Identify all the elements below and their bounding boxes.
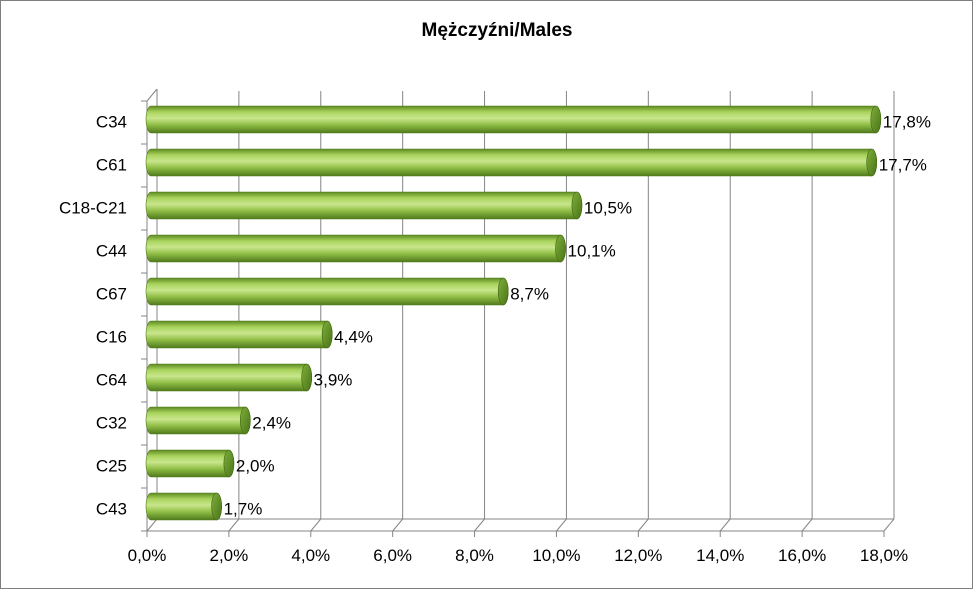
gridline-floor: [474, 518, 485, 532]
gridline-floor: [146, 518, 158, 532]
x-tick-label: 0,0%: [128, 546, 167, 565]
bar: [145, 363, 312, 392]
x-tick-label: 8,0%: [455, 546, 494, 565]
data-label: 10,5%: [584, 199, 632, 218]
x-tick-label: 12,0%: [614, 546, 662, 565]
bar: [145, 277, 509, 306]
data-label: 17,8%: [883, 113, 931, 132]
bar-end-cap: [555, 234, 566, 263]
gridline-floor: [392, 518, 404, 532]
bar: [145, 105, 882, 134]
gridline-floor: [883, 518, 895, 532]
bars: [145, 105, 882, 521]
gridline-floor: [801, 518, 813, 532]
data-label: 1,7%: [224, 500, 263, 519]
gridline-floor: [637, 518, 649, 532]
data-label: 3,9%: [314, 371, 353, 390]
y-axis-top-edge: [146, 88, 158, 102]
axes: 0,0% 2,0% 4,0% 6,0% 8,0% 10,0% 12,0% 14,0% 16,0%…: [128, 88, 908, 565]
x-tick-label: 4,0%: [291, 546, 330, 565]
bar-end-cap: [211, 492, 222, 521]
bar: [145, 148, 878, 177]
bar-end-cap: [223, 449, 235, 478]
data-label: 8,7%: [510, 285, 549, 304]
category-label: C43: [96, 500, 127, 519]
bar-end-cap: [497, 277, 509, 306]
data-label: 2,4%: [252, 414, 291, 433]
bar: [145, 449, 235, 478]
data-label: 2,0%: [236, 457, 275, 476]
labels: C34 17,8% C61 17,7% C18-C21 10,5% C44 10,1% C67 8…: [59, 113, 931, 519]
bar: [145, 492, 222, 521]
bar-end-cap: [870, 105, 882, 134]
bar-end-cap: [301, 363, 312, 392]
bar-end-cap: [239, 406, 251, 435]
gridline-floor: [556, 518, 567, 532]
bar: [145, 234, 566, 263]
x-tick-label: 14,0%: [696, 546, 744, 565]
category-label: C44: [96, 242, 127, 261]
category-label: C67: [96, 285, 127, 304]
data-label: 10,1%: [568, 242, 616, 261]
gridline-floor: [719, 518, 731, 532]
category-label: C61: [96, 156, 127, 175]
chart-title: Mężczyźni/Males: [422, 20, 573, 41]
bar-end-cap: [866, 148, 878, 177]
x-tick-label: 2,0%: [210, 546, 249, 565]
bar: [145, 191, 583, 220]
category-label: C16: [96, 328, 127, 347]
bar-end-cap: [321, 320, 333, 349]
gridline-floor: [228, 518, 240, 532]
category-label: C32: [96, 414, 127, 433]
data-label: 17,7%: [879, 156, 927, 175]
bar: [145, 406, 251, 435]
gridline-floor: [310, 518, 322, 532]
category-label: C25: [96, 457, 127, 476]
x-tick-label: 10,0%: [532, 546, 580, 565]
x-tick-label: 6,0%: [373, 546, 412, 565]
data-label: 4,4%: [334, 328, 373, 347]
category-label: C64: [96, 371, 127, 390]
category-label: C34: [96, 113, 127, 132]
x-tick-label: 18,0%: [860, 546, 908, 565]
x-tick-label: 16,0%: [778, 546, 826, 565]
bar-end-cap: [571, 191, 583, 220]
category-label: C18-C21: [59, 199, 127, 218]
bar: [145, 320, 333, 349]
